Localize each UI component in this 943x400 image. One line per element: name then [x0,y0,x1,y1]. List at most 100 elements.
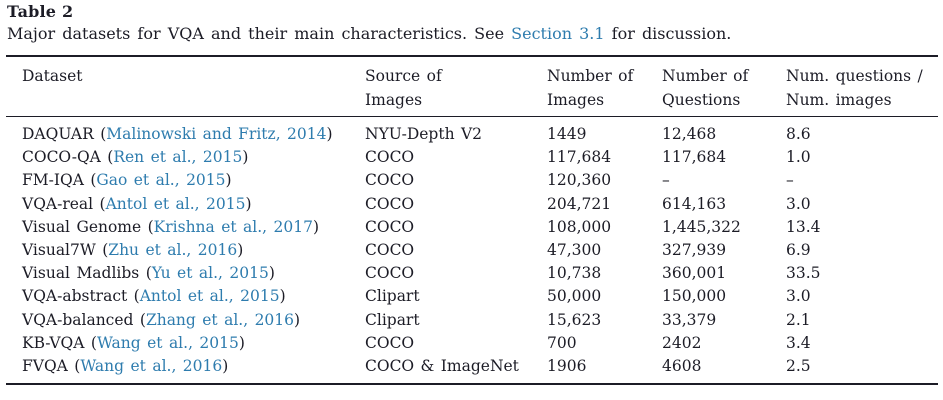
header-line: Dataset [22,67,83,85]
dataset-name: COCO-QA [22,148,101,167]
header-line: Number of [662,67,749,85]
table-row: DAQUAR (Malinowski and Fritz, 2014) NYU-D… [6,117,938,147]
ratio-cell: 13.4 [786,217,821,236]
table-caption: Major datasets for VQA and their main ch… [7,24,731,43]
num-images-cell: 108,000 [547,217,612,236]
source-cell: NYU-Depth V2 [365,125,483,143]
open-paren: ( [141,217,154,236]
close-paren: ) [279,287,286,306]
header-line: Num. questions / [786,67,923,85]
dataset-cell: Visual Genome (Krishna et al., 2017) [6,216,365,239]
close-paren: ) [245,194,252,213]
col-header-num-questions: Number of Questions [662,56,786,117]
num-images-cell: 120,360 [547,171,612,190]
header-line: Source of [365,67,442,85]
open-paren: ( [139,264,152,283]
table-row: Visual Genome (Krishna et al., 2017) COCO… [6,216,938,239]
dataset-name: KB-VQA [22,333,85,352]
dataset-name: FVQA [22,357,68,376]
close-paren: ) [268,264,275,283]
num-questions-cell: – [662,171,670,190]
source-cell: COCO [365,217,415,236]
num-questions-cell: 33,379 [662,310,717,329]
dataset-name: VQA-abstract [22,287,128,306]
dataset-cell: KB-VQA (Wang et al., 2015) [6,332,365,355]
table-header: Dataset Source of Images Number of Image… [6,56,938,117]
source-cell: COCO & ImageNet [365,357,519,376]
col-header-source: Source of Images [365,56,547,117]
header-line: Num. images [786,91,892,109]
ratio-cell: 6.9 [786,241,811,260]
num-questions-cell: 4608 [662,357,702,376]
citation-link[interactable]: Gao et al., 2015 [96,171,226,190]
num-questions-cell: 1,445,322 [662,217,741,236]
source-cell: COCO [365,333,415,352]
source-cell: COCO [365,264,415,283]
dataset-name: FM-IQA [22,171,84,190]
open-paren: ( [93,194,106,213]
source-cell: COCO [365,171,415,190]
dataset-name: Visual Madlibs [22,264,140,283]
citation-link[interactable]: Antol et al., 2015 [105,194,246,213]
dataset-cell: FM-IQA (Gao et al., 2015) [6,169,365,192]
dataset-cell: FVQA (Wang et al., 2016) [6,355,365,384]
citation-link[interactable]: Antol et al., 2015 [139,287,280,306]
table-row: VQA-balanced (Zhang et al., 2016) Clipart… [6,309,938,332]
datasets-table: Dataset Source of Images Number of Image… [6,55,938,386]
header-line: Images [547,91,605,109]
close-paren: ) [242,148,249,167]
source-cell: Clipart [365,310,420,329]
open-paren: ( [127,287,140,306]
num-questions-cell: 360,001 [662,264,727,283]
table-row: FVQA (Wang et al., 2016) COCO & ImageNet 1… [6,355,938,384]
source-cell: Clipart [365,287,420,306]
num-images-cell: 15,623 [547,310,602,329]
citation-link[interactable]: Yu et al., 2015 [151,264,269,283]
source-cell: COCO [365,241,415,260]
dataset-cell: VQA-balanced (Zhang et al., 2016) [6,309,365,332]
num-questions-cell: 614,163 [662,194,727,213]
caption-text-before: Major datasets for VQA and their main ch… [7,24,512,43]
num-questions-cell: 12,468 [662,125,717,143]
num-images-cell: 10,738 [547,264,602,283]
dataset-cell: DAQUAR (Malinowski and Fritz, 2014) [6,117,365,147]
caption-text-after: for discussion. [604,24,732,43]
citation-link[interactable]: Wang et al., 2015 [96,333,239,352]
open-paren: ( [93,125,107,143]
num-images-cell: 1906 [547,357,587,376]
num-images-cell: 117,684 [547,148,612,167]
section-link[interactable]: Section 3.1 [511,24,605,43]
citation-link[interactable]: Zhang et al., 2016 [145,310,295,329]
dataset-cell: COCO-QA (Ren et al., 2015) [6,146,365,169]
num-images-cell: 204,721 [547,194,612,213]
citation-link[interactable]: Ren et al., 2015 [113,148,243,167]
dataset-name: VQA-real [22,194,94,213]
citation-link[interactable]: Zhu et al., 2016 [108,241,238,260]
open-paren: ( [83,171,97,190]
ratio-cell: 1.0 [786,148,811,167]
num-questions-cell: 2402 [662,333,702,352]
col-header-dataset: Dataset [6,56,365,117]
num-images-cell: 1449 [547,125,587,143]
citation-link[interactable]: Krishna et al., 2017 [153,217,313,236]
ratio-cell: 2.1 [786,310,811,329]
num-images-cell: 47,300 [547,241,602,260]
close-paren: ) [237,241,244,260]
ratio-cell: 2.5 [786,357,811,376]
open-paren: ( [84,333,97,352]
dataset-name: Visual7W [22,241,96,260]
open-paren: ( [67,357,81,376]
num-images-cell: 700 [547,333,577,352]
table-body: DAQUAR (Malinowski and Fritz, 2014) NYU-D… [6,117,938,385]
table-row: VQA-real (Antol et al., 2015) COCO 204,721… [6,193,938,216]
open-paren: ( [95,241,109,260]
header-line: Images [365,91,423,109]
citation-link[interactable]: Wang et al., 2016 [80,357,223,376]
dataset-cell: Visual7W (Zhu et al., 2016) [6,239,365,262]
close-paren: ) [326,125,333,143]
citation-link[interactable]: Malinowski and Fritz, 2014 [106,125,327,143]
close-paren: ) [222,357,229,376]
table-row: COCO-QA (Ren et al., 2015) COCO 117,684 117… [6,146,938,169]
ratio-cell: 8.6 [786,125,811,143]
